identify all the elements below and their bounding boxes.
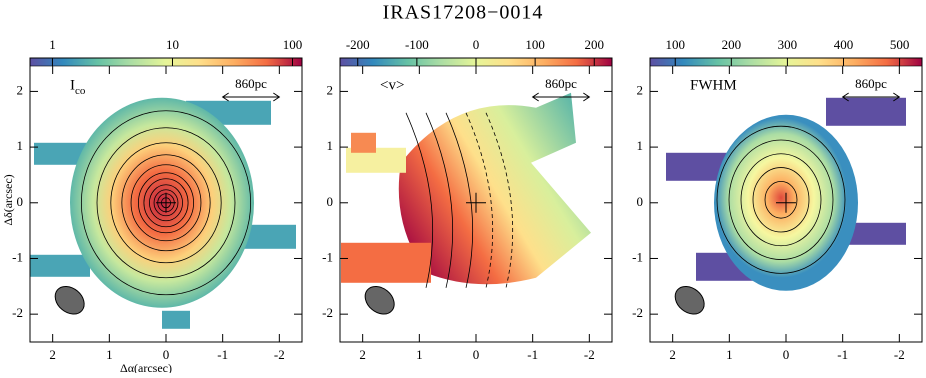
contour (110, 142, 222, 264)
scale-arrow (221, 92, 281, 102)
colorbar-tick-label: 300 (778, 37, 798, 52)
contour (425, 112, 454, 288)
scale-arrow (841, 92, 901, 102)
contour (80, 110, 252, 296)
x-tick-label: 0 (163, 347, 170, 362)
contour (96, 127, 236, 279)
scale-label: 860pc (545, 76, 577, 91)
scale-label: 860pc (855, 76, 887, 91)
contour (465, 112, 494, 288)
x-tick-label: -1 (837, 347, 848, 362)
y-tick-label: 0 (17, 194, 24, 209)
x-tick-label: 1 (416, 347, 423, 362)
panel-label: <v> (380, 77, 404, 93)
center-cross (466, 192, 486, 213)
contour (130, 164, 202, 242)
colorbar-tick-label: 200 (585, 37, 605, 52)
map-region (826, 97, 906, 126)
y-tick-label: 2 (637, 82, 644, 97)
colorbar-tick-label: 200 (722, 37, 742, 52)
contour (153, 189, 179, 217)
map-region (244, 224, 296, 249)
colorbar-tick-label: 100 (665, 37, 685, 52)
y-tick-label: 1 (17, 138, 24, 153)
x-tick-label: -2 (274, 347, 285, 362)
map-region (398, 92, 591, 285)
x-tick-label: 2 (49, 347, 56, 362)
contour (740, 153, 822, 247)
scale-label: 860pc (235, 76, 267, 91)
x-tick-label: 0 (783, 347, 790, 362)
contour (143, 178, 189, 228)
y-tick-label: 1 (327, 138, 334, 153)
map-region (341, 242, 431, 283)
map-region (715, 117, 847, 278)
x-tick-label: 2 (669, 347, 676, 362)
y-tick-label: -1 (12, 249, 23, 264)
beam (54, 285, 85, 315)
panel-label-subscript: co (75, 84, 86, 96)
contour (445, 112, 474, 288)
x-tick-label: -2 (894, 347, 905, 362)
beam (674, 285, 705, 315)
colorbar-tick-label: 400 (834, 37, 854, 52)
map-region (351, 132, 376, 153)
contour (764, 180, 798, 219)
figure-title: IRAS17208−0014 (383, 2, 544, 24)
colorbar-tick-label: 500 (890, 37, 910, 52)
x-axis-label: Δα(arcsec) (120, 361, 172, 373)
center-cross (156, 192, 176, 213)
x-tick-label: 2 (359, 347, 366, 362)
center-cross (776, 192, 796, 213)
colorbar-tick-label: 100 (283, 37, 303, 52)
contour (728, 139, 834, 260)
y-axis-label: Δδ(arcsec) (1, 174, 15, 225)
colorbar-tick-label: 10 (166, 37, 179, 52)
colorbar (649, 57, 923, 67)
scale-arrow (531, 92, 591, 102)
panel-label: FWHM (690, 77, 737, 93)
colorbar-tick-label: 100 (525, 37, 545, 52)
y-tick-label: -1 (322, 249, 333, 264)
panel-label: Ico (70, 77, 86, 96)
x-tick-label: -1 (217, 347, 228, 362)
map-region (846, 222, 906, 245)
x-tick-label: -2 (584, 347, 595, 362)
colorbar-tick-label: 1 (49, 37, 56, 52)
colorbar (29, 57, 303, 67)
y-tick-label: 2 (17, 82, 24, 97)
contour (137, 172, 194, 234)
colorbar-tick-label: -100 (405, 37, 429, 52)
contour (716, 125, 846, 274)
colorbar-tick-label: -200 (346, 37, 370, 52)
contour (485, 112, 514, 288)
map-region (162, 310, 190, 329)
contour (121, 154, 211, 252)
contour (752, 167, 810, 233)
y-tick-label: -2 (322, 305, 333, 320)
x-tick-label: -1 (527, 347, 538, 362)
y-tick-label: 2 (327, 82, 334, 97)
x-tick-label: 0 (473, 347, 480, 362)
y-tick-label: -2 (632, 305, 643, 320)
beam (364, 285, 395, 315)
contour (405, 112, 434, 288)
y-tick-label: 0 (327, 194, 334, 209)
map-region (30, 254, 90, 277)
contour (149, 184, 183, 222)
y-tick-label: -1 (632, 249, 643, 264)
y-tick-label: 0 (637, 194, 644, 209)
colorbar-tick-label: 0 (473, 37, 480, 52)
x-tick-label: 1 (106, 347, 113, 362)
x-tick-label: 1 (726, 347, 733, 362)
y-tick-label: -2 (12, 305, 23, 320)
map (341, 92, 591, 288)
y-tick-label: 1 (637, 138, 644, 153)
